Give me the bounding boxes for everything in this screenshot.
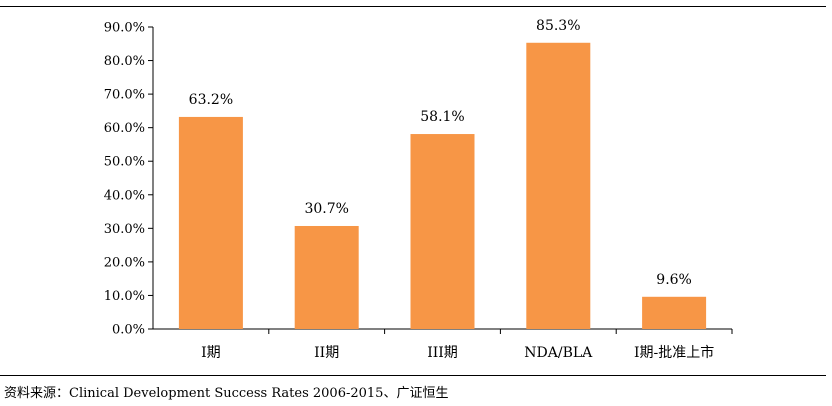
y-tick-label: 60.0% <box>104 121 145 136</box>
y-tick-label: 90.0% <box>104 21 145 36</box>
y-tick-label: 0.0% <box>112 323 145 338</box>
top-rule <box>0 6 826 7</box>
bottom-rule <box>0 375 826 376</box>
y-tick-label: 50.0% <box>104 155 145 170</box>
x-tick-label: NDA/BLA <box>524 345 593 361</box>
source-note: 资料来源：Clinical Development Success Rates … <box>4 386 449 401</box>
bar <box>178 116 243 329</box>
data-label: 58.1% <box>420 109 464 125</box>
x-tick-label: I期-批准上市 <box>634 344 714 361</box>
y-tick-label: 30.0% <box>104 222 145 237</box>
x-tick-label: I期 <box>201 345 221 361</box>
bar <box>642 296 707 329</box>
y-tick-label: 70.0% <box>104 88 145 103</box>
x-tick-label: II期 <box>314 345 339 361</box>
data-label: 63.2% <box>189 92 233 108</box>
y-tick-label: 40.0% <box>104 188 145 203</box>
bar <box>526 42 591 329</box>
y-tick-label: 20.0% <box>104 255 145 270</box>
data-label: 85.3% <box>536 18 580 34</box>
bar <box>294 225 359 329</box>
y-tick-label: 10.0% <box>104 289 145 304</box>
data-label: 30.7% <box>304 201 348 217</box>
bar <box>410 134 475 329</box>
x-tick-label: III期 <box>427 345 458 361</box>
y-tick-label: 80.0% <box>104 54 145 69</box>
data-label: 9.6% <box>656 272 692 288</box>
